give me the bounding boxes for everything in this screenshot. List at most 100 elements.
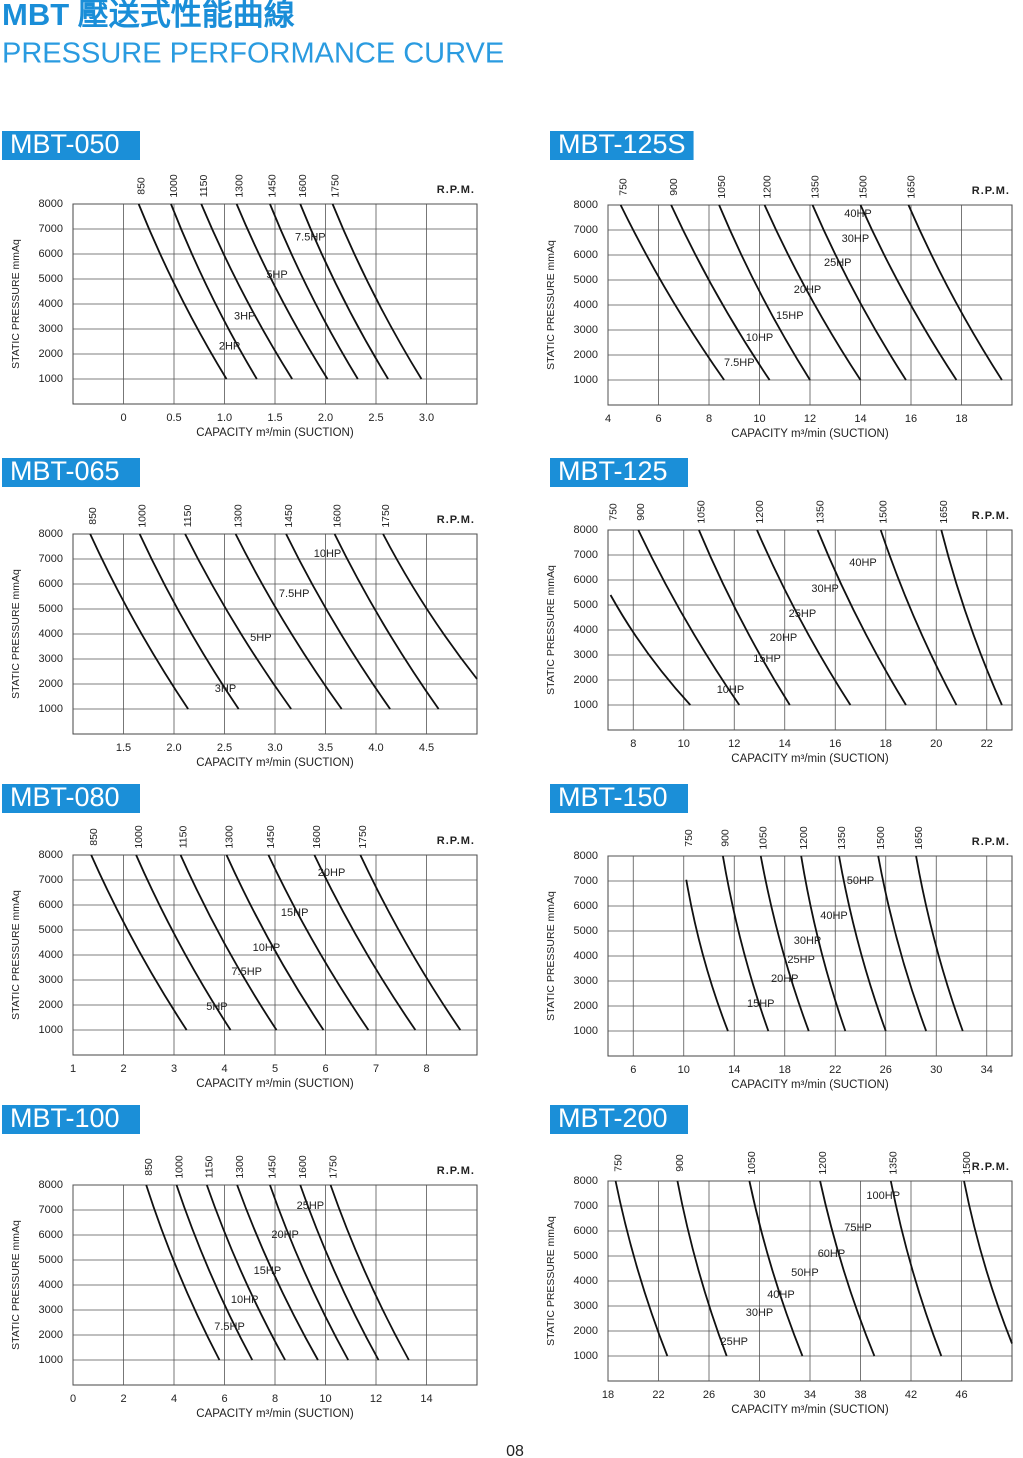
hp-label: 15HP — [281, 907, 309, 919]
rpm-value-label: 1300 — [234, 1155, 246, 1179]
y-tick-label: 1000 — [574, 699, 598, 711]
x-tick-label: 12 — [370, 1393, 382, 1405]
y-tick-label: 3000 — [39, 1304, 63, 1316]
rpm-curve — [225, 854, 325, 1031]
x-tick-label: 12 — [728, 738, 740, 750]
x-tick-label: 3.0 — [267, 742, 282, 754]
y-tick-label: 2000 — [574, 674, 598, 686]
y-tick-label: 1000 — [39, 373, 63, 385]
x-tick-label: 4.0 — [368, 742, 383, 754]
chart-title: MBT-065 — [10, 456, 120, 486]
y-axis-label: STATIC PRESSURE mmAq — [545, 565, 557, 695]
y-tick-label: 2000 — [39, 999, 63, 1011]
rpm-curve — [609, 594, 691, 706]
rpm-value-label: 750 — [612, 1154, 624, 1172]
rpm-label: R.P.M. — [972, 510, 1010, 522]
chart-title: MBT-150 — [558, 782, 668, 812]
rpm-value-label: 1650 — [905, 175, 917, 199]
x-tick-label: 4.5 — [419, 742, 434, 754]
chart-title-box — [550, 458, 688, 487]
rpm-curve — [184, 533, 292, 710]
hp-label: 20HP — [271, 1229, 299, 1241]
rpm-value-label: 1300 — [232, 504, 244, 528]
y-tick-label: 3000 — [574, 324, 598, 336]
rpm-value-label: 1600 — [311, 825, 323, 849]
rpm-curve — [670, 204, 771, 381]
x-tick-label: 10 — [753, 413, 765, 425]
x-tick-label: 10 — [678, 1064, 690, 1076]
rpm-curve — [685, 879, 729, 1032]
rpm-value-label: 1150 — [204, 1156, 216, 1179]
y-tick-label: 5000 — [574, 925, 598, 937]
y-axis-label: STATIC PRESSURE mmAq — [10, 1220, 22, 1350]
rpm-value-label: 1050 — [758, 826, 770, 850]
x-tick-label: 1.0 — [217, 412, 232, 424]
y-axis-label: STATIC PRESSURE mmAq — [545, 240, 557, 370]
x-tick-label: 12 — [804, 413, 816, 425]
hp-label: 30HP — [746, 1307, 774, 1319]
y-tick-label: 8000 — [39, 1179, 63, 1191]
y-tick-label: 6000 — [574, 1225, 598, 1237]
rpm-value-label: 900 — [720, 829, 732, 847]
rpm-curve — [819, 1180, 876, 1357]
rpm-value-label: 1500 — [877, 500, 889, 524]
hp-label: 15HP — [747, 998, 775, 1010]
rpm-curve — [877, 855, 927, 1032]
y-tick-label: 1000 — [574, 1350, 598, 1362]
x-tick-label: 46 — [955, 1389, 967, 1401]
rpm-curve — [235, 203, 329, 380]
rpm-curve — [267, 854, 370, 1031]
rpm-value-label: 750 — [617, 178, 629, 196]
x-tick-label: 6 — [221, 1393, 227, 1405]
rpm-value-label: 1500 — [961, 1151, 973, 1175]
x-tick-label: 14 — [779, 738, 791, 750]
rpm-label: R.P.M. — [437, 835, 475, 847]
x-tick-label: 3.0 — [419, 412, 434, 424]
rpm-value-label: 1750 — [329, 174, 341, 198]
x-tick-label: 6 — [322, 1063, 328, 1075]
hp-label: 100HP — [866, 1190, 900, 1202]
rpm-value-label: 1050 — [696, 500, 708, 524]
y-tick-label: 7000 — [39, 223, 63, 235]
hp-label: 5HP — [250, 632, 271, 644]
rpm-value-label: 1050 — [716, 175, 728, 199]
rpm-value-label: 1750 — [380, 504, 392, 528]
y-tick-label: 5000 — [574, 599, 598, 611]
y-tick-label: 3000 — [574, 1300, 598, 1312]
y-tick-label: 7000 — [574, 875, 598, 887]
hp-label: 10HP — [717, 684, 745, 696]
rpm-curve — [313, 854, 417, 1031]
chart-title: MBT-125 — [558, 456, 668, 486]
chart-title-box — [550, 1105, 688, 1134]
x-tick-label: 14 — [728, 1064, 740, 1076]
x-tick-label: 1.5 — [267, 412, 282, 424]
rpm-value-label: 1000 — [173, 1155, 185, 1179]
rpm-value-label: 1450 — [267, 174, 279, 198]
y-tick-label: 3000 — [39, 653, 63, 665]
x-tick-label: 22 — [829, 1064, 841, 1076]
rpm-value-label: 850 — [88, 828, 100, 846]
y-tick-label: 6000 — [574, 574, 598, 586]
y-tick-label: 3000 — [574, 649, 598, 661]
x-tick-label: 38 — [854, 1389, 866, 1401]
hp-label: 40HP — [844, 208, 872, 220]
rpm-curve — [915, 855, 964, 1032]
x-axis-label: CAPACITY m³/min (SUCTION) — [196, 1408, 354, 1420]
rpm-value-label: 1150 — [177, 826, 189, 849]
y-tick-label: 5000 — [574, 274, 598, 286]
rpm-label: R.P.M. — [972, 185, 1010, 197]
page-number: 08 — [506, 1443, 524, 1458]
rpm-curve — [676, 1180, 728, 1357]
x-tick-label: 2 — [120, 1393, 126, 1405]
y-tick-label: 1000 — [39, 1024, 63, 1036]
hp-label: 25HP — [787, 954, 815, 966]
y-tick-label: 8000 — [39, 528, 63, 540]
rpm-curve — [718, 204, 811, 381]
y-tick-label: 5000 — [39, 924, 63, 936]
x-tick-label: 16 — [905, 413, 917, 425]
chart-title-box — [550, 784, 688, 813]
x-tick-label: 22 — [652, 1389, 664, 1401]
hp-label: 5HP — [206, 1001, 227, 1013]
x-axis-label: CAPACITY m³/min (SUCTION) — [731, 1404, 889, 1416]
hp-label: 20HP — [318, 867, 346, 879]
